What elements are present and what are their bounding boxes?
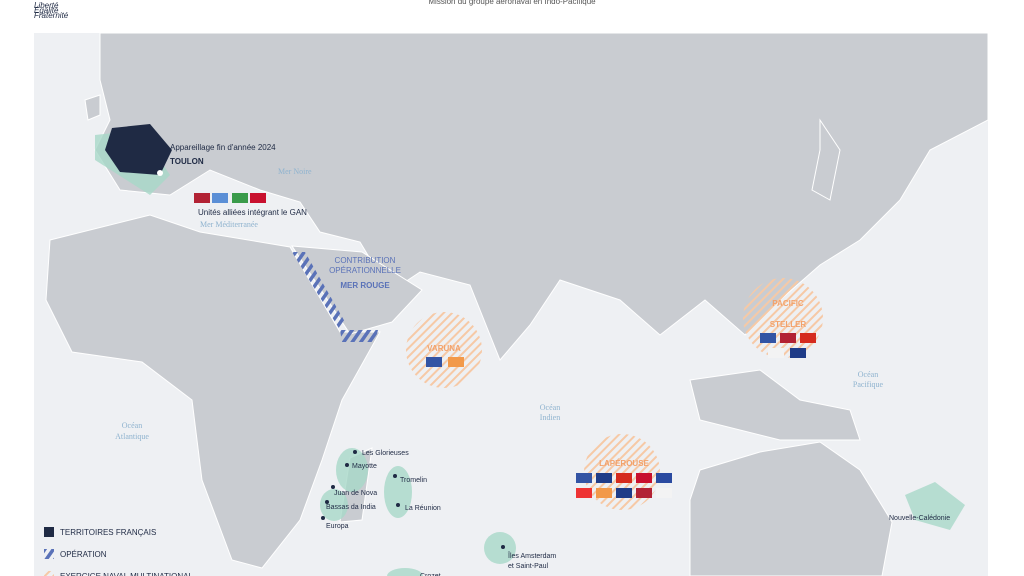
legend: TERRITOIRES FRANÇAIS OPÉRATION EXERCICE …: [44, 527, 193, 576]
sea-label: Océan: [540, 403, 560, 412]
sea-label: Océan: [122, 421, 142, 430]
exercise-label: LAPÉROUSE: [599, 459, 649, 468]
label: Appareillage fin d'année 2024: [170, 143, 276, 152]
territory: Mayotte: [352, 463, 377, 470]
operation-label: CONTRIBUTION: [335, 256, 396, 265]
territory: Europa: [326, 523, 349, 530]
motto: Liberté: [34, 1, 59, 10]
exercise-label: VARUNA: [427, 344, 461, 353]
operation-label: OPÉRATIONNELLE: [329, 266, 401, 275]
map: Appareillage fin d'année 2024 TOULON Uni…: [34, 32, 989, 576]
territory: Juan de Nova: [334, 490, 377, 497]
motto: Fraternité: [34, 11, 69, 20]
exercise-label: STELLER: [770, 320, 807, 329]
sea-label: Océan: [858, 370, 878, 379]
territory: Crozet: [420, 573, 441, 576]
label: Unités alliées intégrant le GAN: [198, 208, 307, 217]
exercise-label: PACIFIC: [772, 299, 804, 308]
legend-entry: EXERCICE NAVAL MULTINATIONAL: [60, 572, 193, 576]
legend-entry: TERRITOIRES FRANÇAIS: [60, 528, 156, 537]
territory: Bassas da India: [326, 504, 376, 511]
motto: Égalité: [34, 6, 59, 15]
label: TOULON: [170, 157, 204, 166]
territory: Les Glorieuses: [362, 450, 409, 457]
sea-label: Mer Noire: [278, 167, 312, 176]
flags: [194, 193, 816, 498]
sea-label: Mer Méditerranée: [200, 220, 258, 229]
territory: Nouvelle-Calédonie: [889, 515, 950, 522]
territory: Îles Amsterdam: [507, 551, 556, 560]
territory: Tromelin: [400, 477, 427, 484]
title: Mission du groupe aéronaval en Indo-Paci…: [428, 0, 596, 6]
territory: La Réunion: [405, 505, 441, 512]
sea-label: Atlantique: [115, 432, 149, 441]
territory: et Saint-Paul: [508, 563, 549, 570]
sea-label: Pacifique: [853, 380, 884, 389]
sea-label: Indien: [540, 413, 560, 422]
operation-label: MER ROUGE: [340, 281, 390, 290]
legend-entry: OPÉRATION: [60, 550, 107, 559]
